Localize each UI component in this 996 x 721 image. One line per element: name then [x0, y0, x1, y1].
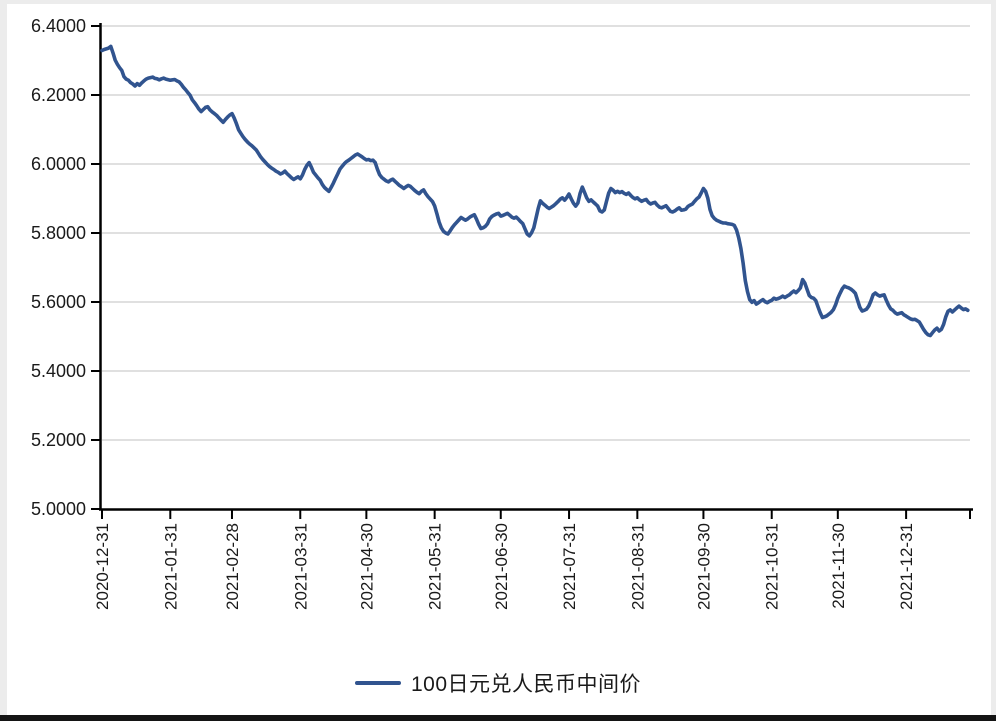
x-axis-label: 2021-08-31: [628, 523, 647, 610]
chart-legend: 100日元兑人民币中间价: [0, 668, 996, 698]
x-axis-label: 2021-06-30: [492, 523, 511, 610]
frame-edge-top: [0, 0, 996, 4]
y-axis-label: 5.0000: [31, 499, 86, 519]
y-axis-label: 6.2000: [31, 85, 86, 105]
x-axis-label: 2021-01-31: [161, 523, 180, 610]
y-axis-label: 6.0000: [31, 154, 86, 174]
frame-edge-right: [991, 0, 996, 721]
x-axis-label: 2021-12-31: [897, 523, 916, 610]
x-axis-label: 2021-05-31: [426, 523, 445, 610]
x-axis-label: 2021-10-31: [763, 523, 782, 610]
x-axis-label: 2020-12-31: [93, 523, 112, 610]
x-axis-label: 2021-04-30: [357, 523, 376, 610]
y-axis-label: 5.4000: [31, 361, 86, 381]
bottom-window-edge: [0, 715, 996, 721]
legend-series-label: 100日元兑人民币中间价: [410, 673, 642, 696]
x-axis-label: 2021-03-31: [291, 523, 310, 610]
frame-edge-left: [0, 0, 7, 721]
y-axis-label: 6.4000: [31, 16, 86, 36]
legend-line-marker: [354, 681, 401, 685]
x-axis-label: 2021-07-31: [560, 523, 579, 610]
y-axis-label: 5.6000: [31, 292, 86, 312]
y-axis-label: 5.8000: [31, 223, 86, 243]
series-line: [100, 44, 970, 338]
x-axis-label: 2021-11-30: [829, 523, 848, 609]
x-axis-label: 2021-02-28: [223, 523, 242, 610]
x-axis-label: 2021-09-30: [694, 523, 713, 610]
y-axis-label: 5.2000: [31, 430, 86, 450]
